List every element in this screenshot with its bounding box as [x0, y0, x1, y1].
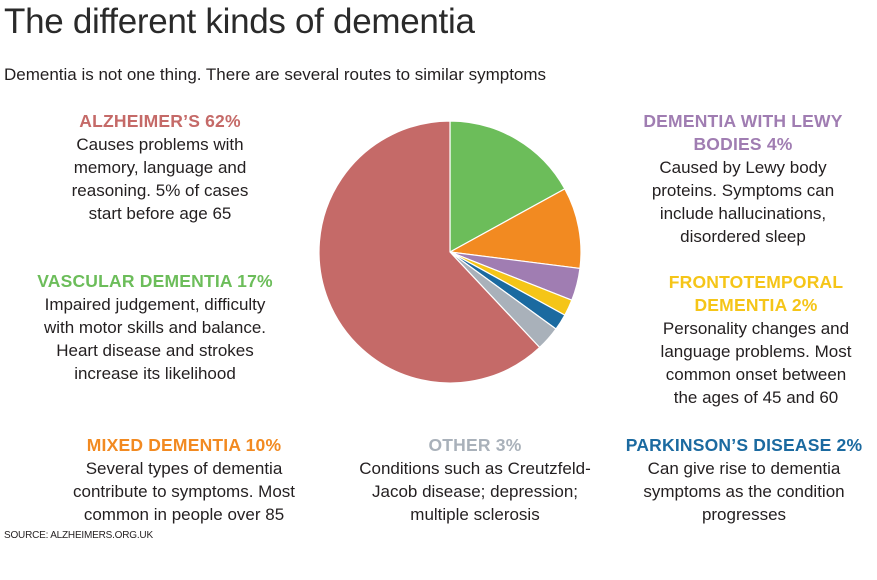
frontotemporal-heading: FRONTOTEMPORAL DEMENTIA 2% [636, 271, 876, 317]
page-title: The different kinds of dementia [4, 2, 475, 41]
lewy-desc-line: disordered sleep [680, 227, 806, 246]
lewy-desc-line: include hallucinations, [659, 204, 827, 223]
parkinsons-desc-line: progresses [701, 505, 787, 524]
other-desc-line: Conditions such as Creutzfeld- [359, 459, 591, 478]
frontotemporal-heading-line: FRONTOTEMPORAL [668, 272, 844, 292]
lewy-desc-line: Caused by Lewy body [659, 158, 827, 177]
vascular-description: Impaired judgement, difficulty with moto… [5, 293, 305, 385]
parkinsons-desc-line: Can give rise to dementia [647, 459, 841, 478]
vascular-block: VASCULAR DEMENTIA 17% Impaired judgement… [5, 270, 305, 385]
other-description: Conditions such as Creutzfeld- Jacob dis… [330, 457, 620, 526]
lewy-desc-line: proteins. Symptoms can [651, 181, 835, 200]
lewy-heading-line: BODIES 4% [693, 134, 793, 154]
alzheimers-description: Causes problems with memory, language an… [30, 133, 290, 225]
other-heading: OTHER 3% [428, 435, 522, 455]
alzheimers-desc-line: Causes problems with [76, 135, 244, 154]
alzheimers-heading: ALZHEIMER’S 62% [79, 111, 241, 131]
source-note: SOURCE: ALZHEIMERS.ORG.UK [4, 530, 153, 541]
parkinsons-description: Can give rise to dementia symptoms as th… [612, 457, 876, 526]
frontotemporal-desc-line: common onset between [665, 365, 847, 384]
vascular-desc-line: with motor skills and balance. [43, 318, 267, 337]
parkinsons-heading: PARKINSON’S DISEASE 2% [625, 435, 863, 455]
mixed-desc-line: Several types of dementia [85, 459, 283, 478]
frontotemporal-desc-line: the ages of 45 and 60 [673, 388, 839, 407]
alzheimers-desc-line: start before age 65 [88, 204, 232, 223]
alzheimers-desc-line: memory, language and [73, 158, 247, 177]
frontotemporal-desc-line: language problems. Most [660, 342, 852, 361]
pie-slice-mixed [449, 188, 582, 270]
alzheimers-desc-line: reasoning. 5% of cases [71, 181, 249, 200]
vascular-desc-line: Heart disease and strokes [56, 341, 254, 360]
mixed-block: MIXED DEMENTIA 10% Several types of deme… [34, 434, 334, 526]
pie-slice-alzheimers [318, 120, 541, 384]
frontotemporal-heading-line: DEMENTIA 2% [694, 295, 818, 315]
frontotemporal-desc-line: Personality changes and [662, 319, 850, 338]
mixed-desc-line: common in people over 85 [83, 505, 285, 524]
parkinsons-block: PARKINSON’S DISEASE 2% Can give rise to … [612, 434, 876, 526]
lewy-block: DEMENTIA WITH LEWY BODIES 4% Caused by L… [608, 110, 877, 248]
other-block: OTHER 3% Conditions such as Creutzfeld- … [330, 434, 620, 526]
pie-chart [318, 120, 582, 384]
vascular-heading: VASCULAR DEMENTIA 17% [37, 271, 273, 291]
frontotemporal-block: FRONTOTEMPORAL DEMENTIA 2% Personality c… [636, 271, 876, 409]
lewy-heading: DEMENTIA WITH LEWY BODIES 4% [608, 110, 877, 156]
vascular-desc-line: Impaired judgement, difficulty [44, 295, 266, 314]
pie-slice-vascular [449, 120, 566, 253]
mixed-description: Several types of dementia contribute to … [34, 457, 334, 526]
mixed-heading: MIXED DEMENTIA 10% [86, 435, 282, 455]
frontotemporal-description: Personality changes and language problem… [636, 317, 876, 409]
mixed-desc-line: contribute to symptoms. Most [72, 482, 296, 501]
page-subtitle: Dementia is not one thing. There are sev… [4, 65, 547, 84]
other-desc-line: Jacob disease; depression; [371, 482, 579, 501]
other-desc-line: multiple sclerosis [410, 505, 540, 524]
lewy-heading-line: DEMENTIA WITH LEWY [643, 111, 843, 131]
lewy-description: Caused by Lewy body proteins. Symptoms c… [608, 156, 877, 248]
alzheimers-block: ALZHEIMER’S 62% Causes problems with mem… [30, 110, 290, 225]
vascular-desc-line: increase its likelihood [74, 364, 236, 383]
parkinsons-desc-line: symptoms as the condition [643, 482, 845, 501]
